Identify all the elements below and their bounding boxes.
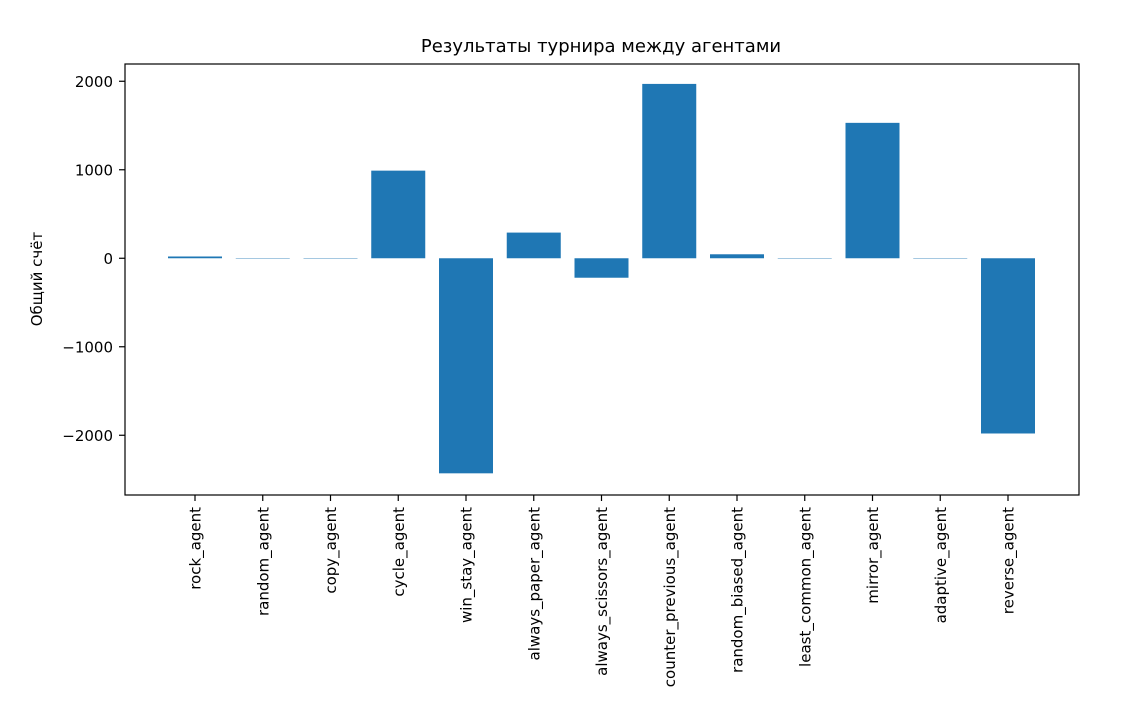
x-tick-label-counter_previous_agent: counter_previous_agent — [661, 507, 680, 687]
bar-random_biased_agent — [710, 254, 764, 259]
y-tick-label: 2000 — [75, 73, 113, 91]
bar-rock_agent — [168, 256, 222, 259]
bar-always_scissors_agent — [574, 258, 629, 278]
bar-mirror_agent — [845, 122, 900, 259]
x-tick-label-always_paper_agent: always_paper_agent — [525, 507, 544, 661]
x-tick-label-cycle_agent: cycle_agent — [390, 507, 409, 597]
x-tick-label-win_stay_agent: win_stay_agent — [458, 507, 477, 623]
x-tick-label-random_biased_agent: random_biased_agent — [729, 507, 748, 673]
bars — [168, 83, 1035, 474]
x-tick-label-least_common_agent: least_common_agent — [796, 507, 815, 667]
plot-frame — [124, 63, 1080, 496]
bar-counter_previous_agent — [642, 83, 697, 259]
y-tick-label: 0 — [103, 250, 113, 268]
chart-title: Результаты турнира между агентами — [421, 36, 781, 57]
y-tick-label: −1000 — [62, 338, 113, 356]
y-tick-label: −2000 — [62, 427, 113, 445]
y-axis-label: Общий счёт — [28, 231, 46, 326]
bar-cycle_agent — [371, 170, 426, 259]
x-tick-label-mirror_agent: mirror_agent — [864, 507, 883, 604]
x-tick-label-always_scissors_agent: always_scissors_agent — [593, 507, 612, 676]
x-tick-label-random_agent: random_agent — [254, 507, 273, 616]
x-tick-label-rock_agent: rock_agent — [187, 507, 206, 590]
y-axis: −2000 −1000 0 1000 2000 — [62, 73, 125, 445]
y-tick-label: 1000 — [75, 161, 113, 179]
x-tick-label-copy_agent: copy_agent — [322, 507, 341, 594]
x-tick-label-adaptive_agent: adaptive_agent — [932, 507, 951, 624]
bar-win_stay_agent — [439, 258, 493, 474]
x-tick-label-reverse_agent: reverse_agent — [1000, 507, 1019, 614]
bar-reverse_agent — [981, 258, 1035, 434]
x-axis: rock_agent random_agent copy_agent cycle_ag… — [187, 495, 1019, 687]
bar-always_paper_agent — [506, 232, 561, 259]
